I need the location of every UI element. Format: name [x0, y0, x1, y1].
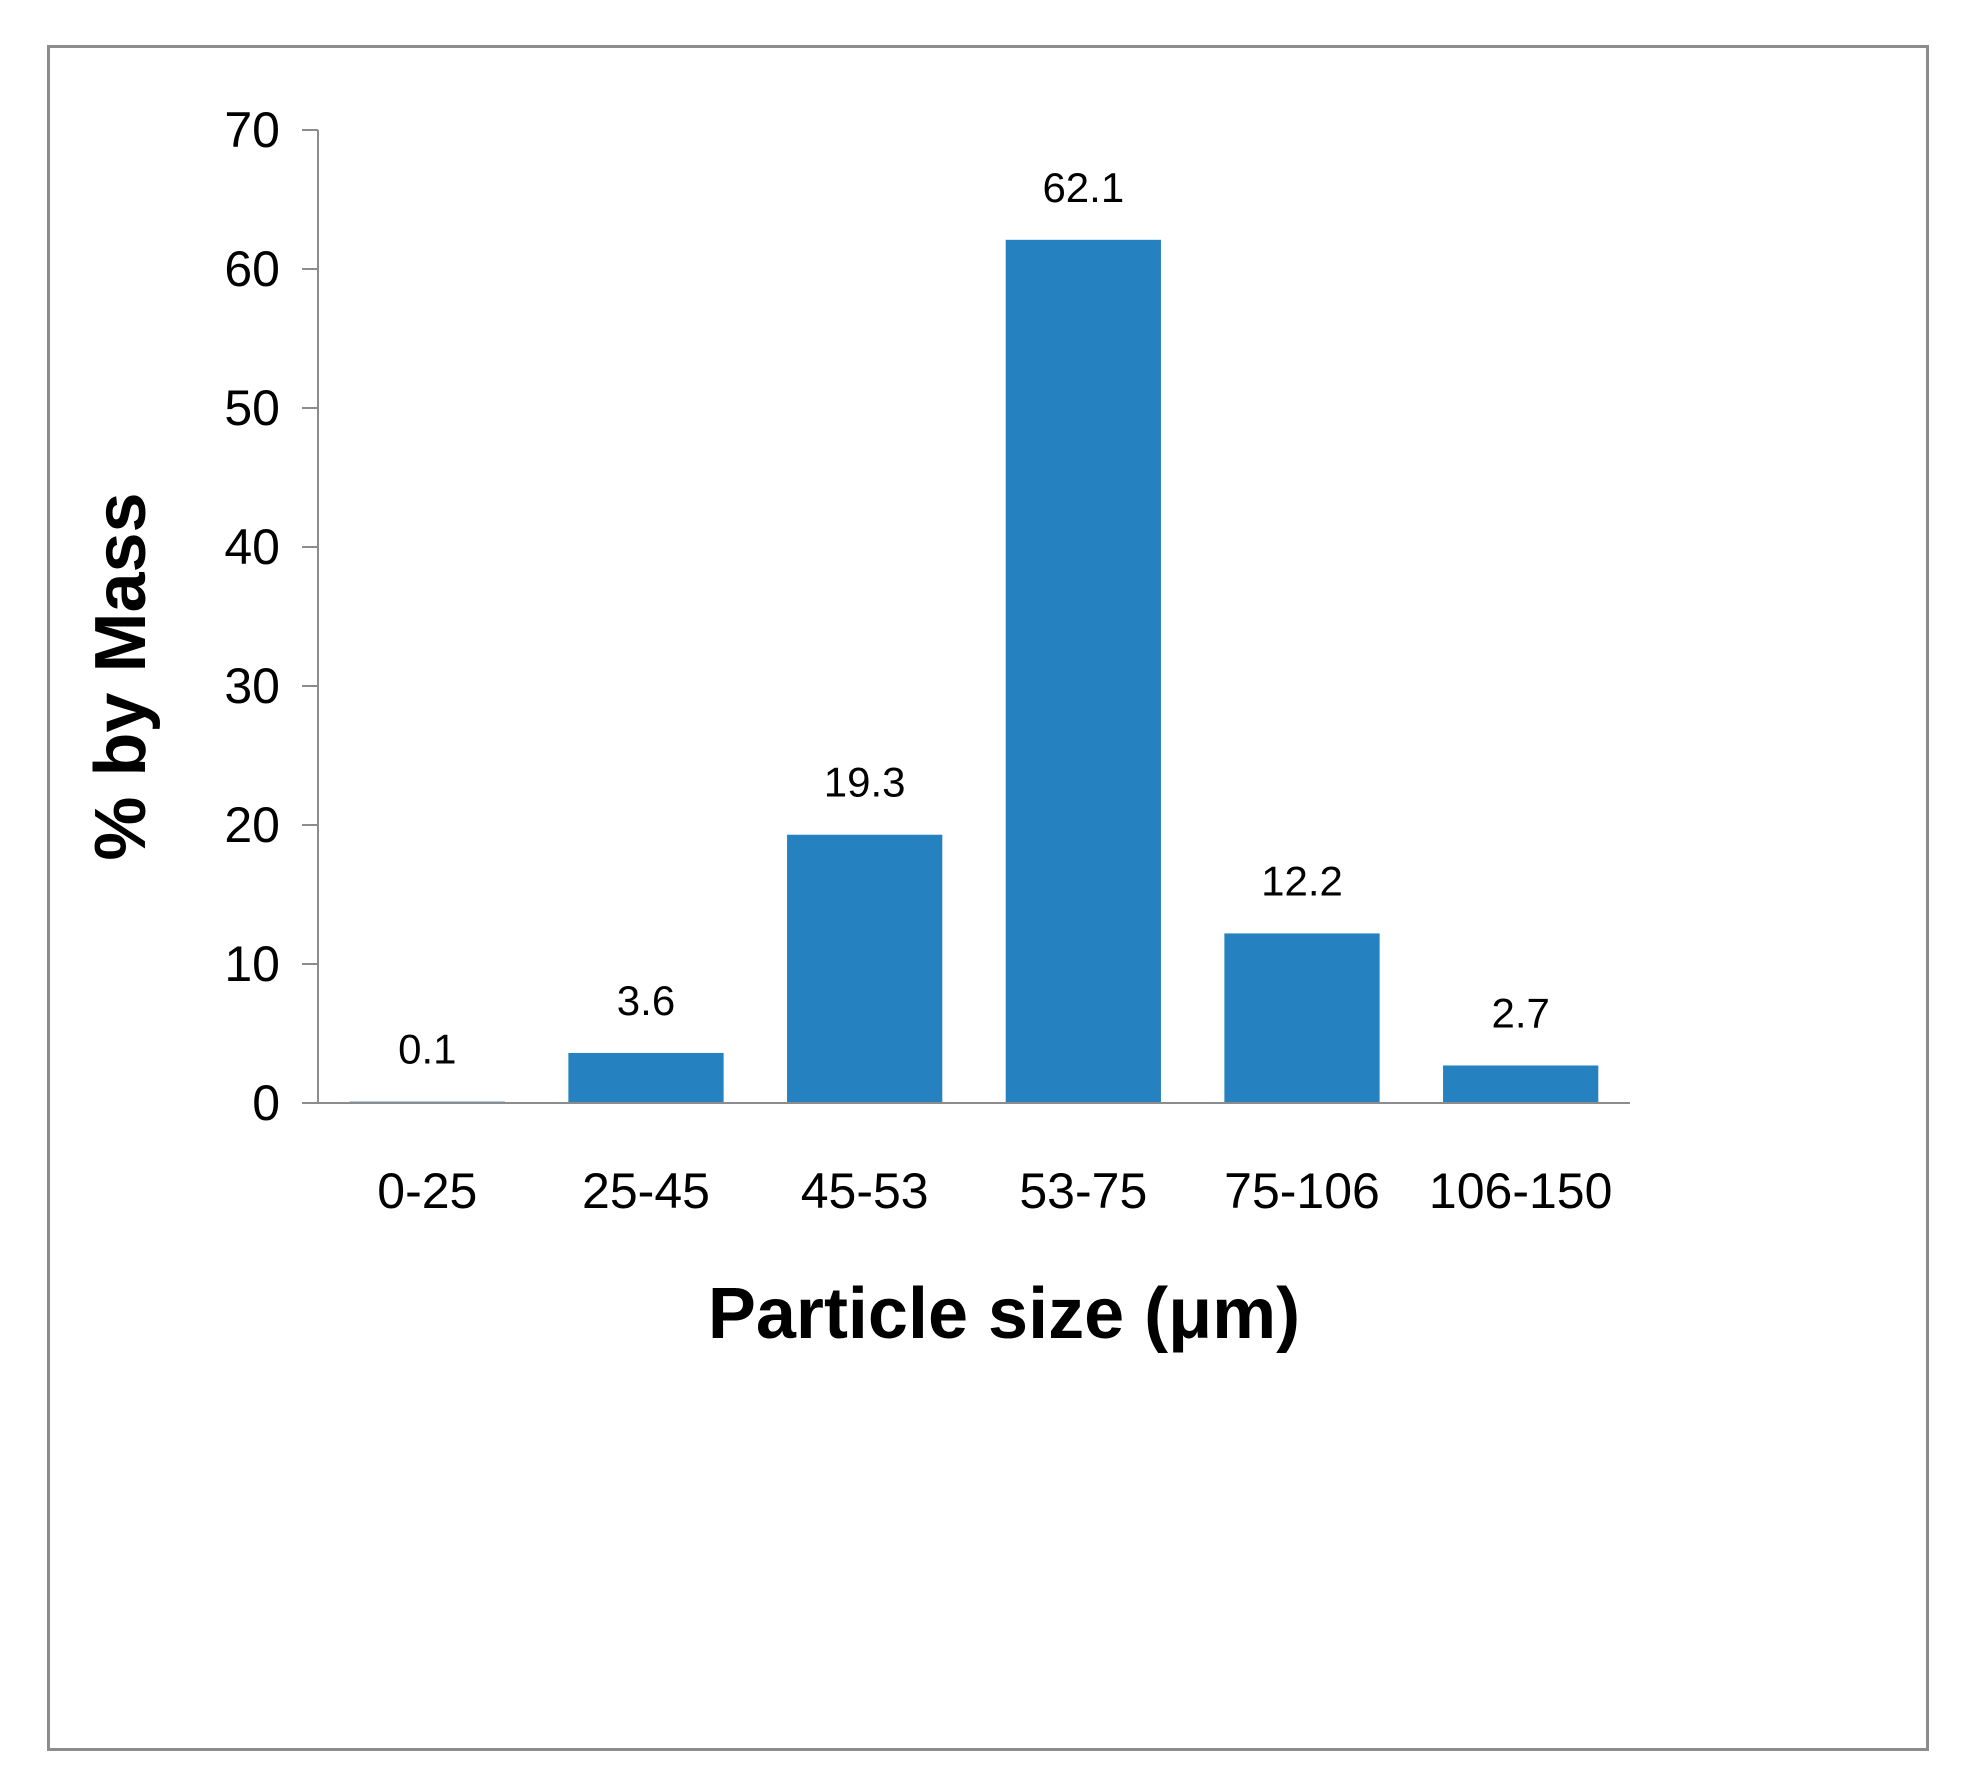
- y-axis-ticks: 0 10 20 30 40 50 60 70: [224, 102, 318, 1131]
- bar-chart: 0 10 20 30 40 50 60 70 0.1 3.6 19.3 62.1 12.2 2.7 0-…: [81, 102, 1630, 1354]
- x-tick-label: 53-75: [1019, 1163, 1147, 1219]
- bar-data-label: 19.3: [824, 759, 906, 806]
- x-tick-label: 25-45: [582, 1163, 710, 1219]
- bar: [1224, 933, 1380, 1103]
- bar-data-label: 0.1: [398, 1026, 456, 1073]
- bar-data-label: 62.1: [1042, 164, 1124, 211]
- y-tick-label: 20: [224, 797, 280, 853]
- bar: [568, 1052, 724, 1103]
- y-tick-label: 40: [224, 519, 280, 575]
- y-tick-label: 50: [224, 380, 280, 436]
- x-tick-label: 106-150: [1429, 1163, 1613, 1219]
- bar: [787, 834, 943, 1103]
- x-axis-tick-labels: 0-25 25-45 45-53 53-75 75-106 106-150: [377, 1163, 1612, 1219]
- y-tick-label: 0: [252, 1075, 280, 1131]
- y-tick-label: 60: [224, 241, 280, 297]
- y-tick-label: 10: [224, 936, 280, 992]
- y-axis-title: % by Mass: [81, 492, 161, 860]
- x-tick-label: 45-53: [801, 1163, 929, 1219]
- bar-data-label: 2.7: [1491, 989, 1549, 1036]
- chart-frame: 0 10 20 30 40 50 60 70 0.1 3.6 19.3 62.1 12.2 2.7 0-…: [47, 45, 1929, 1751]
- bar-data-label: 12.2: [1261, 857, 1343, 904]
- x-axis-title: Particle size (μm): [708, 1274, 1300, 1354]
- y-tick-label: 70: [224, 102, 280, 158]
- bar: [1005, 239, 1161, 1103]
- bars: [349, 239, 1599, 1103]
- x-tick-label: 0-25: [377, 1163, 477, 1219]
- data-labels: 0.1 3.6 19.3 62.1 12.2 2.7: [398, 164, 1550, 1073]
- bar-data-label: 3.6: [617, 977, 675, 1024]
- y-tick-label: 30: [224, 658, 280, 714]
- bar: [1443, 1065, 1599, 1103]
- x-tick-label: 75-106: [1224, 1163, 1380, 1219]
